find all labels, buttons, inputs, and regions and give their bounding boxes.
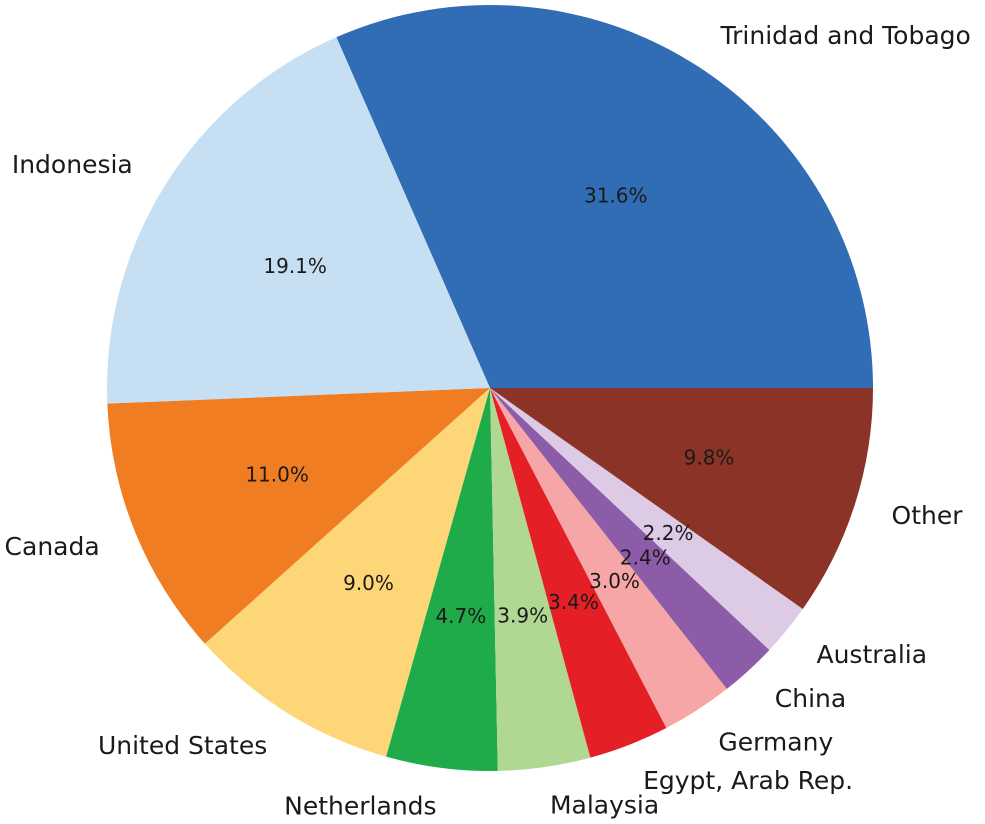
category-label-egypt-arab-rep: Egypt, Arab Rep.: [643, 766, 853, 795]
pie-slice-germany: [490, 388, 727, 728]
pct-label-trinidad-and-tobago: 31.6%: [584, 184, 648, 208]
pct-label-china: 2.4%: [620, 545, 671, 569]
pie-slice-china: [490, 388, 770, 689]
category-label-malaysia: Malaysia: [550, 791, 659, 820]
pct-label-egypt-arab-rep: 3.4%: [548, 590, 599, 614]
pie-slice-indonesia: [107, 37, 490, 404]
pie-slice-trinidad-and-tobago: [336, 5, 873, 388]
pie-slice-united-states: [204, 388, 491, 757]
pie-slice-other: [490, 388, 874, 610]
category-label-other: Other: [892, 501, 964, 530]
pie-slice-canada: [107, 388, 490, 644]
pct-label-canada: 11.0%: [245, 463, 309, 487]
category-label-indonesia: Indonesia: [12, 150, 133, 179]
pct-label-other: 9.8%: [684, 446, 735, 470]
pct-label-germany: 3.0%: [589, 569, 640, 593]
pie-slice-malaysia: [490, 388, 591, 771]
category-label-canada: Canada: [5, 532, 100, 561]
category-label-china: China: [775, 684, 846, 713]
pct-label-united-states: 9.0%: [343, 571, 394, 595]
pie-slices: [107, 5, 874, 771]
pie-slice-egypt-arab-rep: [490, 388, 667, 758]
pie-slice-australia: [490, 388, 803, 650]
category-label-germany: Germany: [718, 728, 833, 757]
category-label-trinidad-and-tobago: Trinidad and Tobago: [720, 21, 971, 50]
category-label-australia: Australia: [816, 640, 927, 669]
category-label-united-states: United States: [98, 731, 267, 760]
pie-slice-netherlands: [386, 388, 498, 771]
pct-label-australia: 2.2%: [643, 521, 694, 545]
category-label-netherlands: Netherlands: [284, 791, 436, 820]
percent-labels: 31.6% 19.1% 11.0% 9.0% 4.7% 3.9%3.4%3.0%2.4%2…: [245, 184, 734, 628]
pct-label-malaysia: 3.9%: [497, 603, 548, 627]
pct-label-indonesia: 19.1%: [263, 254, 327, 278]
pct-label-netherlands: 4.7%: [435, 604, 486, 628]
category-labels: Trinidad and Tobago Indonesia Canada United…: [5, 21, 971, 821]
